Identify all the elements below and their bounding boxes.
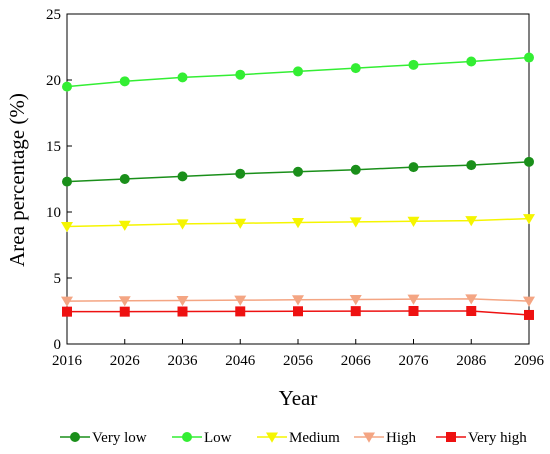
y-axis: 0 5 10 15 20 25 xyxy=(46,7,72,353)
x-tick-label: 2056 xyxy=(283,353,314,369)
data-point xyxy=(182,432,192,442)
series-high xyxy=(61,294,535,307)
data-point xyxy=(119,174,130,184)
data-point xyxy=(446,432,456,442)
legend-item-high: High xyxy=(354,430,417,446)
data-point xyxy=(407,294,420,305)
x-axis: 2016 2026 2036 2046 2056 2066 2076 2086 2096 xyxy=(52,339,545,369)
data-point xyxy=(235,168,246,179)
data-point xyxy=(61,296,73,307)
y-tick-label: 0 xyxy=(54,337,62,353)
data-point xyxy=(235,69,246,80)
data-point xyxy=(177,72,188,83)
data-point xyxy=(293,66,303,77)
data-point xyxy=(61,222,73,233)
data-point xyxy=(119,306,130,317)
series-very-high xyxy=(62,306,534,320)
y-axis-title: Area percentage (%) xyxy=(5,93,29,267)
data-point xyxy=(62,176,72,187)
data-point xyxy=(292,218,304,229)
data-point xyxy=(235,306,246,317)
data-point xyxy=(118,220,131,231)
data-point xyxy=(523,296,535,307)
data-point xyxy=(466,56,477,67)
y-tick-label: 15 xyxy=(46,139,61,155)
data-point xyxy=(62,81,72,92)
data-point xyxy=(349,217,362,228)
data-point xyxy=(176,219,189,230)
data-point xyxy=(407,216,420,227)
data-point xyxy=(266,432,278,443)
data-point xyxy=(524,52,534,63)
legend-label: Very high xyxy=(468,430,527,446)
x-tick-label: 2026 xyxy=(110,353,141,369)
data-point xyxy=(363,432,375,443)
x-tick-label: 2076 xyxy=(399,353,430,369)
x-tick-label: 2066 xyxy=(341,353,372,369)
legend-label: High xyxy=(386,430,417,446)
legend: Very low Low Medium High Very high xyxy=(60,430,527,446)
legend-item-medium: Medium xyxy=(257,430,340,446)
data-point xyxy=(177,306,188,317)
series-medium xyxy=(61,214,535,233)
data-point xyxy=(524,309,534,320)
data-point xyxy=(523,214,535,225)
data-point xyxy=(234,295,247,306)
series-very-low xyxy=(62,156,534,187)
data-point xyxy=(408,162,419,173)
data-point xyxy=(293,166,303,177)
data-point xyxy=(234,218,247,229)
data-point xyxy=(349,295,362,306)
y-tick-label: 10 xyxy=(46,205,61,221)
y-tick-label: 25 xyxy=(46,7,61,23)
y-tick-label: 20 xyxy=(46,73,61,89)
data-point xyxy=(118,296,131,307)
x-tick-label: 2036 xyxy=(168,353,199,369)
legend-label: Low xyxy=(204,430,232,446)
legend-label: Very low xyxy=(92,430,147,446)
x-tick-label: 2086 xyxy=(456,353,487,369)
data-point xyxy=(119,76,130,87)
data-point xyxy=(70,432,80,442)
series-layer xyxy=(61,52,535,320)
x-tick-label: 2096 xyxy=(514,353,545,369)
data-point xyxy=(292,295,304,306)
data-point xyxy=(350,306,361,317)
data-point xyxy=(350,164,361,175)
data-point xyxy=(176,295,189,307)
data-point xyxy=(466,160,477,171)
data-point xyxy=(408,59,419,70)
data-point xyxy=(465,294,478,305)
data-point xyxy=(465,216,478,227)
data-point xyxy=(177,171,188,182)
data-point xyxy=(350,63,361,74)
legend-label: Medium xyxy=(289,430,340,446)
data-point xyxy=(524,156,534,167)
data-point xyxy=(62,306,72,317)
legend-item-very-low: Very low xyxy=(60,430,147,446)
x-tick-label: 2046 xyxy=(225,353,256,369)
x-axis-title: Year xyxy=(279,386,318,410)
series-low xyxy=(62,52,534,92)
data-point xyxy=(466,306,477,316)
legend-item-very-high: Very high xyxy=(436,430,527,446)
legend-item-low: Low xyxy=(172,430,232,446)
x-tick-label: 2016 xyxy=(52,353,83,369)
y-tick-label: 5 xyxy=(54,271,62,287)
data-point xyxy=(293,306,303,317)
data-point xyxy=(408,306,419,316)
